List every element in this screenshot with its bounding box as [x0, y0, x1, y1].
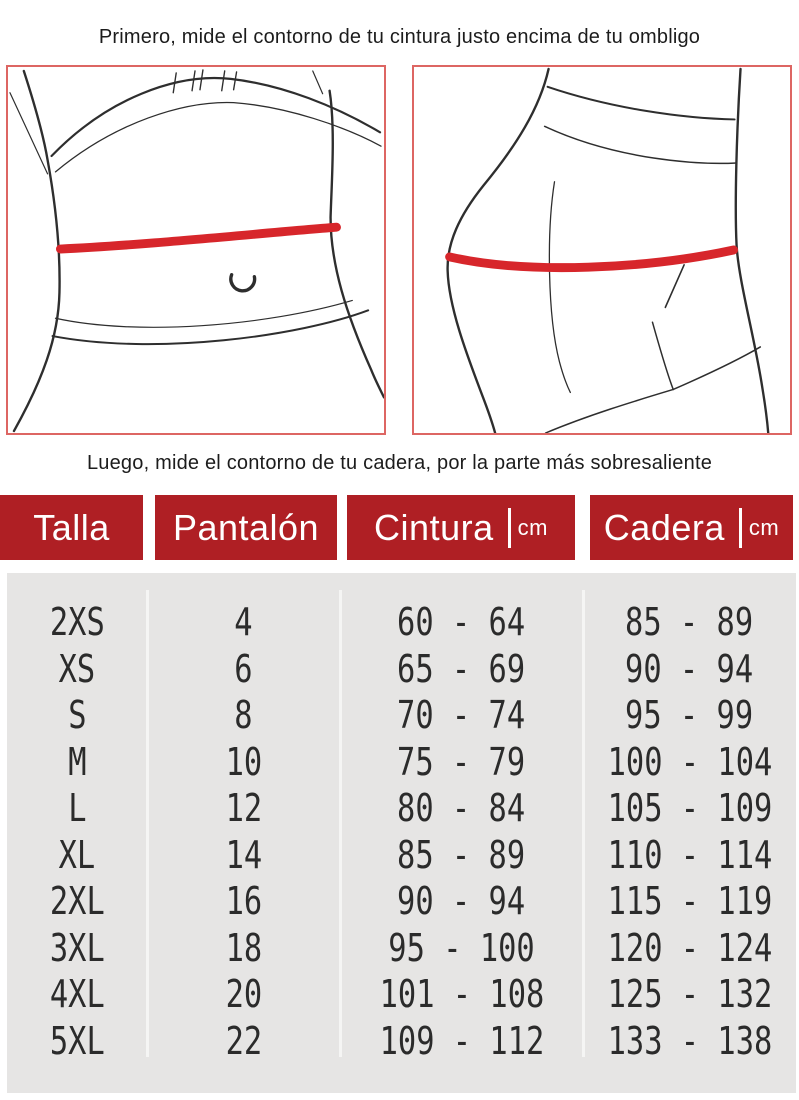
cell-cadera: 133 - 138	[607, 1018, 772, 1063]
cell-cadera: 95 - 99	[625, 693, 754, 738]
waist-measure-illustration	[6, 65, 386, 435]
side-hips-sketch	[445, 67, 770, 433]
cell-cadera: 115 - 119	[607, 879, 772, 924]
column-divider	[582, 590, 585, 1057]
cell-talla: 3XL	[49, 925, 105, 970]
cell-pantalon: 22	[225, 1018, 262, 1063]
cell-pantalon: 20	[225, 972, 262, 1017]
cell-cadera: 125 - 132	[607, 972, 772, 1017]
column-divider	[146, 590, 149, 1057]
cell-cintura: 70 - 74	[397, 693, 526, 738]
hip-instruction-text: Luego, mide el contorno de tu cadera, po…	[86, 452, 713, 474]
cell-pantalon: 14	[225, 832, 262, 877]
cell-talla: 2XL	[49, 879, 105, 924]
header-unit-cm: cm	[748, 514, 780, 540]
front-torso-sketch	[9, 69, 384, 433]
cell-pantalon: 6	[234, 646, 253, 691]
cell-talla: 2XS	[49, 600, 105, 645]
cell-cintura: 101 - 108	[379, 972, 544, 1017]
column-header-cintura: Cintura cm	[347, 495, 575, 560]
cell-talla: S	[67, 693, 87, 738]
header-label-cintura: Cintura	[374, 506, 494, 548]
cell-cintura: 60 - 64	[397, 600, 526, 645]
cell-cadera: 85 - 89	[625, 600, 754, 645]
unit-divider-bar	[507, 507, 511, 548]
waist-instruction-text: Primero, mide el contorno de tu cintura …	[98, 26, 701, 48]
cell-cadera: 100 - 104	[607, 739, 772, 784]
cell-pantalon: 10	[225, 739, 262, 784]
header-unit-cm: cm	[517, 514, 548, 540]
hip-measuring-line	[445, 245, 739, 273]
column-header-talla: Talla	[0, 495, 143, 560]
cell-talla: XS	[58, 646, 96, 691]
header-label-talla: Talla	[33, 506, 110, 548]
column-header-cadera: Cadera cm	[590, 495, 793, 560]
cell-talla: M	[67, 739, 87, 784]
cell-cintura: 95 - 100	[388, 925, 535, 970]
waist-measuring-line	[55, 222, 341, 254]
column-header-pantalon: Pantalón	[155, 495, 337, 560]
cell-pantalon: 16	[225, 879, 262, 924]
cell-cintura: 109 - 112	[379, 1018, 544, 1063]
hip-measure-illustration	[412, 65, 792, 435]
cell-pantalon: 4	[234, 600, 253, 645]
cell-cintura: 90 - 94	[397, 879, 526, 924]
cell-pantalon: 8	[234, 693, 253, 738]
cell-cintura: 85 - 89	[397, 832, 526, 877]
cell-cintura: 65 - 69	[397, 646, 526, 691]
cell-cadera: 90 - 94	[625, 646, 754, 691]
navel-sketch-line	[229, 273, 257, 293]
cell-talla: XL	[58, 832, 96, 877]
header-label-cadera: Cadera	[603, 506, 725, 548]
header-label-pantalon: Pantalón	[172, 506, 320, 548]
cell-talla: 5XL	[49, 1018, 105, 1063]
unit-divider-bar	[738, 507, 742, 548]
cell-pantalon: 12	[225, 786, 262, 831]
cell-cintura: 80 - 84	[397, 786, 526, 831]
cell-talla: L	[67, 786, 87, 831]
column-divider	[339, 590, 342, 1057]
cell-cintura: 75 - 79	[397, 739, 526, 784]
cell-cadera: 105 - 109	[607, 786, 772, 831]
size-table-body: 2XS 4 60 - 64 85 - 89 XS 6 65 - 69 90 - …	[7, 573, 796, 1093]
cell-cadera: 110 - 114	[607, 832, 772, 877]
cell-cadera: 120 - 124	[607, 925, 772, 970]
cell-pantalon: 18	[225, 925, 262, 970]
cell-talla: 4XL	[49, 972, 105, 1017]
